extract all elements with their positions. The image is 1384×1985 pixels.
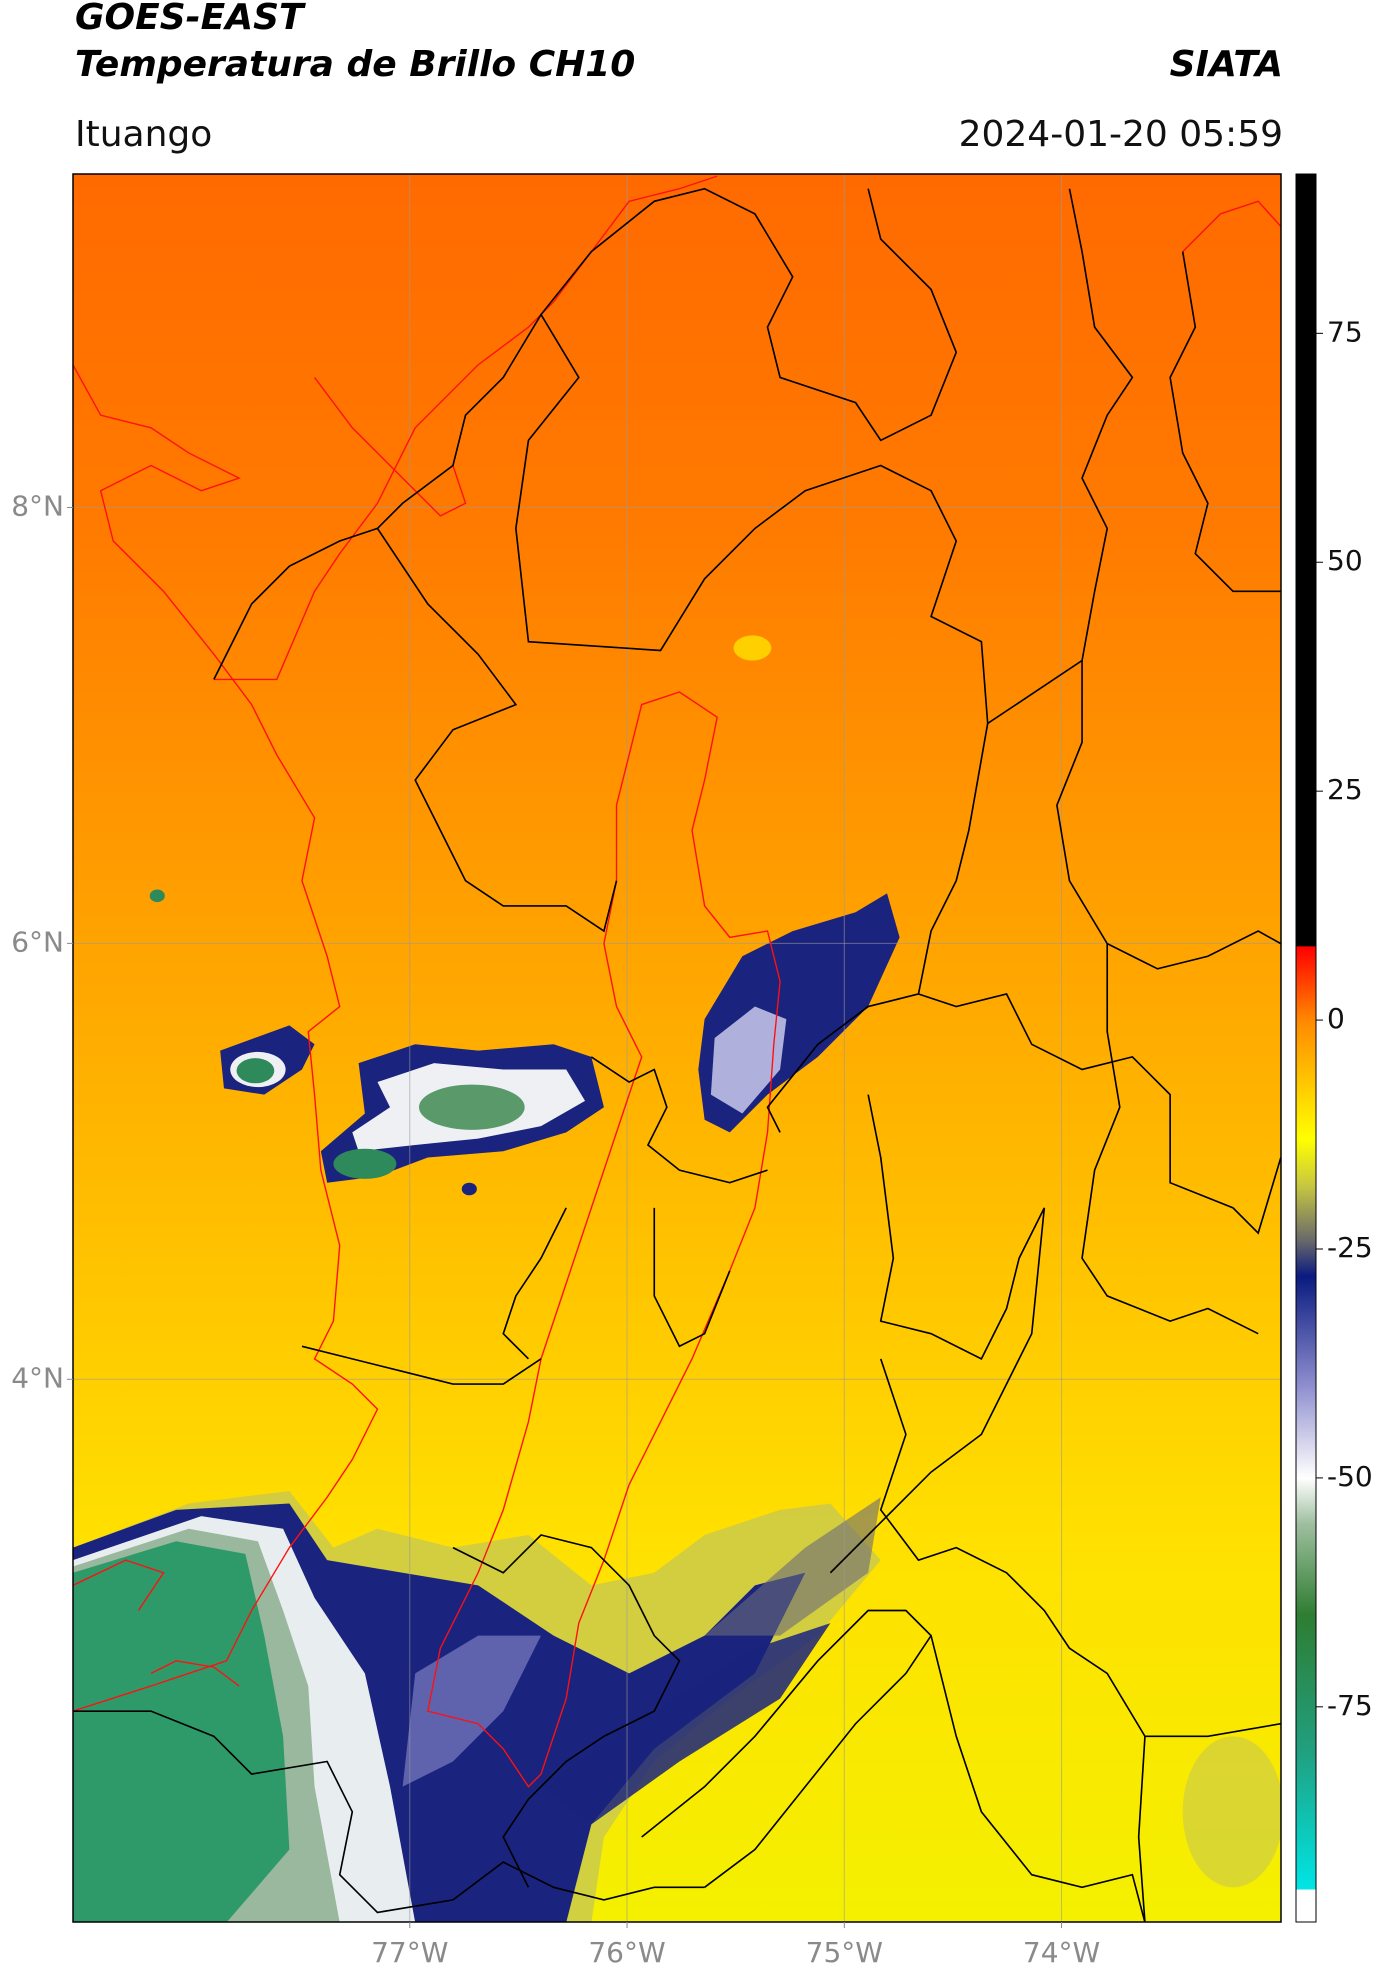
y-tick-label: 4°N bbox=[11, 1361, 64, 1394]
x-tick-label: 76°W bbox=[588, 1936, 665, 1969]
colorbar-tick-label: 50 bbox=[1327, 544, 1363, 577]
location: Ituango bbox=[75, 114, 212, 155]
x-tick-label: 74°W bbox=[1023, 1936, 1100, 1969]
x-tick-label: 75°W bbox=[806, 1936, 883, 1969]
imagery bbox=[73, 635, 1281, 1922]
colorbar-tick-label: 25 bbox=[1327, 773, 1363, 806]
colorbar: -75 -50 -25 0 25 50 75 bbox=[1295, 173, 1373, 1923]
colorbar-tick-label: -50 bbox=[1327, 1460, 1373, 1493]
colorbar-tick-label: -25 bbox=[1327, 1231, 1373, 1264]
source: SIATA bbox=[1170, 44, 1283, 85]
borders bbox=[73, 175, 1281, 1922]
y-tick-label: 6°N bbox=[11, 925, 64, 958]
x-tick-label: 77°W bbox=[371, 1936, 448, 1969]
colorbar-tick-label: 0 bbox=[1327, 1002, 1345, 1035]
map bbox=[73, 174, 1281, 1922]
subtitle: Temperatura de Brillo CH10 bbox=[75, 44, 635, 85]
y-tick-label: 8°N bbox=[11, 489, 64, 522]
colorbar-tick-label: -75 bbox=[1327, 1689, 1373, 1722]
colorbar-tick-label: 75 bbox=[1327, 315, 1363, 348]
map-frame bbox=[72, 173, 1282, 1923]
datetime: 2024-01-20 05:59 bbox=[959, 114, 1283, 155]
colorbar-scale bbox=[1295, 173, 1317, 1923]
title: GOES-EAST bbox=[75, 0, 306, 38]
